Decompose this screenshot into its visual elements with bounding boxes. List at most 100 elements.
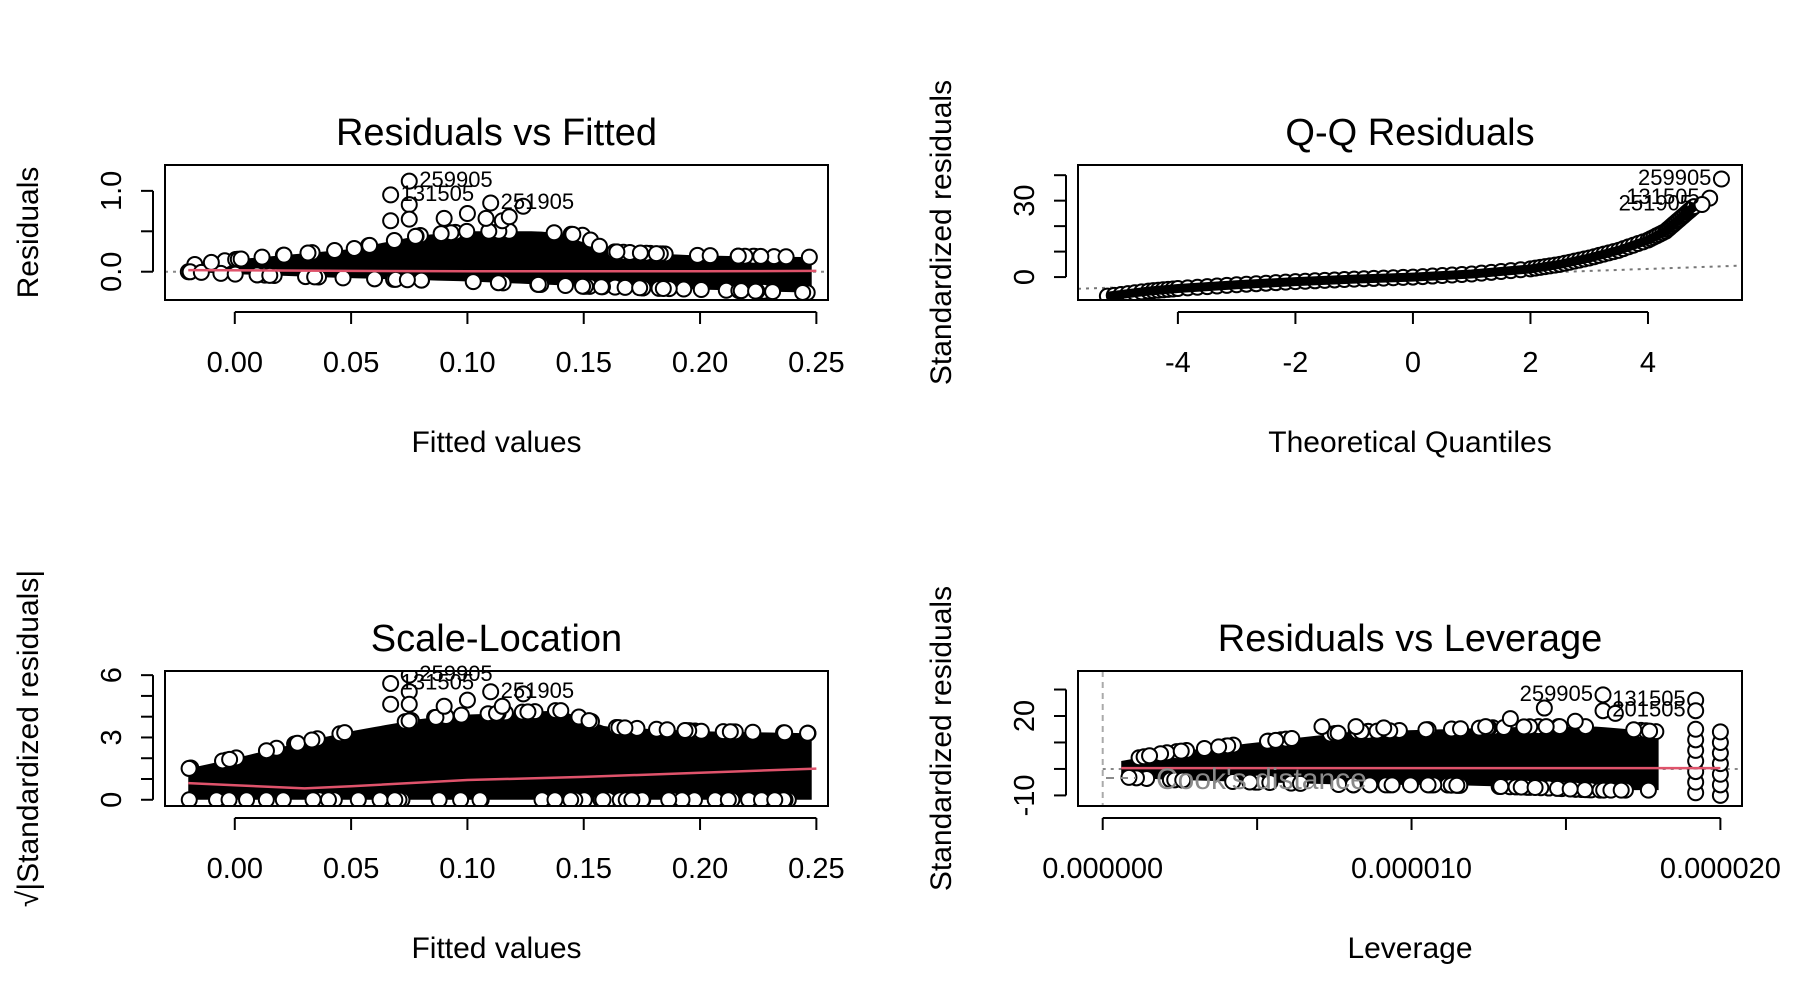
outlier-point xyxy=(1477,718,1495,736)
outlier-point xyxy=(1687,702,1705,720)
residual-point xyxy=(1291,774,1309,792)
x-tick-label: 2 xyxy=(1522,347,1538,379)
outlier-point-label: 259905 xyxy=(419,167,492,192)
cooks-distance-label: Cook's distance xyxy=(1156,763,1367,796)
residual-point xyxy=(180,759,198,777)
residual-point xyxy=(202,253,220,271)
residual-point-cloud xyxy=(180,702,817,806)
residual-point xyxy=(432,225,450,243)
y-axis: -10 20 xyxy=(1009,688,1067,816)
residual-point xyxy=(562,791,580,806)
plot-title: Q-Q Residuals xyxy=(1285,112,1534,154)
residual-point xyxy=(1576,781,1594,799)
x-axis-label: Theoretical Quantiles xyxy=(1268,426,1551,459)
outlier-point xyxy=(458,205,476,223)
outlier-point xyxy=(1566,712,1584,730)
plot-area xyxy=(165,172,828,300)
plot-frame xyxy=(1077,164,1743,301)
outlier-point-label: 131505 xyxy=(1626,184,1699,209)
residual-point xyxy=(326,242,344,260)
residual-point xyxy=(345,239,363,257)
residual-point xyxy=(452,791,470,806)
residual-point xyxy=(303,731,321,749)
residual-point xyxy=(1515,718,1533,736)
smooth-fit-line xyxy=(188,767,817,790)
y-tick-label: 1.0 xyxy=(96,171,128,211)
residual-point xyxy=(1383,776,1401,794)
residual-point xyxy=(1612,781,1630,799)
residual-point xyxy=(590,237,608,255)
outlier-point xyxy=(400,210,418,228)
y-tick-label: 20 xyxy=(1009,700,1041,732)
residual-point-cloud xyxy=(179,222,818,300)
outlier-point xyxy=(482,194,500,212)
residual-point xyxy=(299,244,317,262)
residual-point xyxy=(1267,731,1285,749)
residual-point xyxy=(721,723,739,741)
x-tick-label: 0.25 xyxy=(788,853,844,885)
y-tick-label: 0.0 xyxy=(96,252,128,292)
x-tick-label: 0.05 xyxy=(323,853,379,885)
residual-point xyxy=(1417,721,1435,739)
plot-area xyxy=(180,671,817,806)
residual-point xyxy=(608,243,626,261)
outlier-point xyxy=(400,695,418,713)
qq-curve-band xyxy=(1106,202,1698,300)
residual-point xyxy=(729,247,747,265)
outlier-point xyxy=(382,674,400,692)
residual-point xyxy=(1448,776,1466,794)
outlier-point xyxy=(514,685,532,703)
residual-point xyxy=(776,724,794,742)
x-tick-label: 0.10 xyxy=(439,347,495,379)
residual-point xyxy=(545,224,563,242)
residual-point xyxy=(692,281,710,299)
outlier-point xyxy=(382,695,400,713)
residual-point xyxy=(361,236,379,254)
residual-point xyxy=(1172,742,1190,760)
reference-line xyxy=(1078,264,1742,290)
y-tick-label: 0 xyxy=(96,792,128,808)
residual-point xyxy=(631,244,649,262)
x-tick-label: 0.000020 xyxy=(1660,853,1781,885)
residual-point xyxy=(616,719,634,737)
residual-point xyxy=(676,722,694,740)
outlier-point xyxy=(1375,719,1393,737)
x-tick-label: 0.05 xyxy=(323,347,379,379)
outlier-point xyxy=(1606,704,1624,722)
residual-point xyxy=(1330,776,1348,794)
outlier-point-label: 259905 xyxy=(419,661,492,686)
residual-point xyxy=(306,268,324,286)
outlier-point xyxy=(1693,195,1711,213)
y-tick-label: 0 xyxy=(1009,269,1041,285)
residual-point xyxy=(1711,723,1729,741)
outlier-point-label: 131505 xyxy=(401,669,474,694)
residual-point xyxy=(529,275,547,293)
residual-point xyxy=(366,270,384,288)
residual-point xyxy=(764,283,782,300)
residual-point xyxy=(398,271,416,289)
residual-point xyxy=(238,791,256,806)
residual-point xyxy=(1419,776,1437,794)
y-axis-label: Residuals xyxy=(12,167,45,299)
residual-point xyxy=(386,791,404,806)
residual-point xyxy=(1561,780,1579,798)
residual-point xyxy=(794,283,812,300)
residual-point xyxy=(1639,781,1657,799)
residual-point xyxy=(752,247,770,265)
residual-point xyxy=(1210,738,1228,756)
residual-point xyxy=(288,734,306,752)
residual-point xyxy=(1174,771,1192,789)
x-tick-label: 0.20 xyxy=(672,853,728,885)
residual-point xyxy=(1195,739,1213,757)
x-tick-label: 0.20 xyxy=(672,347,728,379)
y-axis-label: Standardized residuals xyxy=(925,586,958,891)
x-tick-label: 0.15 xyxy=(556,347,612,379)
x-tick-label: 0.10 xyxy=(439,853,495,885)
outlier-point xyxy=(1535,699,1553,717)
outlier-point xyxy=(1313,718,1331,736)
residual-point xyxy=(1625,721,1643,739)
smooth-fit-line xyxy=(188,268,817,273)
residual-point xyxy=(400,712,418,730)
